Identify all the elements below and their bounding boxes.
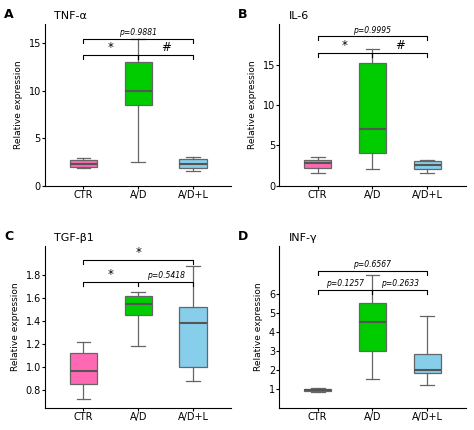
Text: *: *	[108, 268, 114, 281]
Y-axis label: Relative expression: Relative expression	[255, 283, 264, 371]
PathPatch shape	[70, 353, 97, 384]
PathPatch shape	[414, 161, 441, 169]
Text: p=0.1257: p=0.1257	[326, 280, 364, 288]
Y-axis label: Relative expression: Relative expression	[11, 283, 20, 371]
PathPatch shape	[304, 160, 331, 168]
Text: p=0.6567: p=0.6567	[354, 260, 392, 269]
Text: TNF-α: TNF-α	[55, 11, 87, 21]
Text: IL-6: IL-6	[289, 11, 309, 21]
PathPatch shape	[70, 160, 97, 166]
Text: B: B	[238, 8, 248, 21]
PathPatch shape	[179, 159, 207, 168]
Text: TGF-β1: TGF-β1	[55, 233, 94, 243]
Text: p=0.9881: p=0.9881	[119, 28, 157, 37]
Text: *: *	[342, 39, 348, 52]
Text: p=0.2633: p=0.2633	[381, 280, 419, 288]
Text: p=0.5418: p=0.5418	[146, 271, 185, 280]
PathPatch shape	[414, 354, 441, 373]
Y-axis label: Relative expression: Relative expression	[14, 61, 23, 149]
Text: *: *	[108, 41, 114, 54]
Text: C: C	[4, 230, 13, 243]
Text: *: *	[135, 246, 141, 259]
PathPatch shape	[125, 296, 152, 315]
Text: #: #	[395, 39, 405, 52]
PathPatch shape	[304, 389, 331, 391]
Y-axis label: Relative expression: Relative expression	[248, 61, 257, 149]
Text: #: #	[161, 41, 171, 54]
Text: p=0.9995: p=0.9995	[354, 26, 392, 35]
Text: D: D	[238, 230, 248, 243]
Text: A: A	[4, 8, 14, 21]
PathPatch shape	[359, 303, 386, 350]
PathPatch shape	[125, 62, 152, 105]
Text: INF-γ: INF-γ	[289, 233, 317, 243]
PathPatch shape	[179, 307, 207, 367]
PathPatch shape	[359, 63, 386, 154]
